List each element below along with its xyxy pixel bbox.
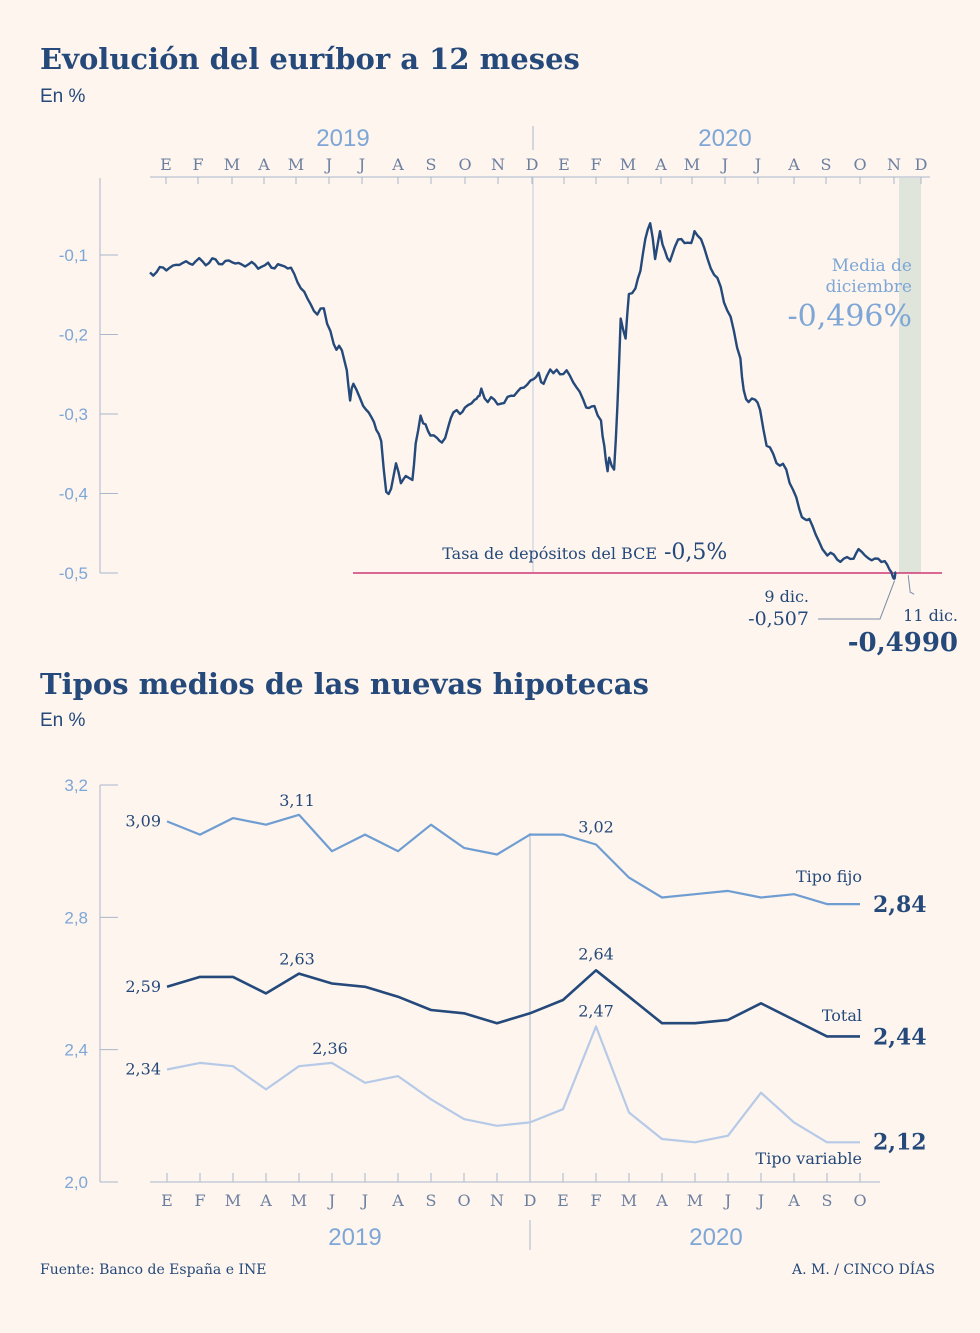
- month-label: J: [723, 1191, 731, 1210]
- source-note: Fuente: Banco de España e INE: [40, 1262, 267, 1278]
- month-label: M: [291, 1191, 307, 1210]
- month-label: J: [357, 155, 365, 174]
- month-label: F: [192, 155, 203, 174]
- final-value-total: 2,44: [873, 1024, 927, 1050]
- month-label: E: [161, 1191, 173, 1210]
- month-label: A: [787, 1191, 800, 1210]
- label-var-feb: 2,47: [578, 1002, 614, 1021]
- chart2-unit: En %: [40, 710, 86, 731]
- credit-note: A. M. / CINCO DÍAS: [791, 1262, 935, 1278]
- month-label: J: [324, 155, 332, 174]
- month-label: F: [590, 155, 601, 174]
- month-label: N: [491, 155, 505, 174]
- month-label: N: [490, 1191, 504, 1210]
- month-label: A: [654, 155, 667, 174]
- name-total: Total: [822, 1006, 862, 1025]
- label-total-feb: 2,64: [578, 944, 614, 963]
- year-label-2020: 2020: [689, 1224, 742, 1251]
- month-label: O: [458, 155, 471, 174]
- month-label: O: [853, 155, 866, 174]
- year-label-2019: 2019: [328, 1224, 381, 1251]
- month-label: O: [853, 1191, 866, 1210]
- series-tipo-fijo: [166, 813, 860, 906]
- label-fijo-feb: 3,02: [578, 818, 614, 837]
- december-highlight: [899, 178, 921, 573]
- y-tick-label: 2,8: [64, 908, 88, 927]
- month-label: D: [915, 155, 928, 174]
- label-total-may: 2,63: [279, 950, 315, 969]
- dec9-leader: [818, 580, 896, 620]
- month-label: M: [620, 155, 636, 174]
- month-label: A: [391, 1191, 404, 1210]
- media-label-line1: Media de: [832, 256, 912, 276]
- month-label: A: [257, 155, 270, 174]
- name-tipo-fijo: Tipo fijo: [796, 867, 862, 886]
- month-label: S: [426, 155, 437, 174]
- month-label: N: [887, 155, 901, 174]
- month-label: F: [590, 1191, 601, 1210]
- final-value-variable: 2,12: [873, 1129, 927, 1155]
- month-label: E: [160, 155, 172, 174]
- year-label-2020: 2020: [698, 125, 751, 152]
- y-tick-label: 2,4: [64, 1041, 88, 1060]
- label-fijo-first: 3,09: [125, 811, 161, 830]
- chart1-title: Evolución del euríbor a 12 meses: [40, 42, 580, 76]
- month-label: E: [558, 155, 570, 174]
- dec11-leader: [907, 575, 915, 595]
- media-value: -0,496%: [787, 299, 912, 334]
- month-label: D: [524, 1191, 537, 1210]
- y-tick-label: -0,4: [59, 485, 88, 504]
- media-label-line2: diciembre: [825, 277, 912, 297]
- month-label: F: [194, 1191, 205, 1210]
- month-label: M: [684, 155, 700, 174]
- series-total: [166, 968, 860, 1038]
- y-tick-label: -0,1: [59, 246, 88, 265]
- euribor-line: [149, 222, 897, 580]
- final-value-fijo: 2,84: [873, 892, 927, 918]
- dec9-value: -0,507: [748, 608, 809, 630]
- month-label: M: [224, 155, 240, 174]
- month-label: E: [557, 1191, 569, 1210]
- month-label: J: [720, 155, 728, 174]
- month-label: A: [787, 155, 800, 174]
- y-tick-label: -0,2: [59, 326, 88, 345]
- month-label: D: [526, 155, 539, 174]
- month-label: A: [391, 155, 404, 174]
- dec9-label: 9 dic.: [764, 587, 809, 606]
- y-tick-label: 3,2: [64, 776, 88, 795]
- dec11-value: -0,4990: [848, 628, 958, 658]
- month-label: O: [457, 1191, 470, 1210]
- dec11-label: 11 dic.: [903, 606, 958, 625]
- month-label: M: [225, 1191, 241, 1210]
- label-total-first: 2,59: [125, 977, 161, 996]
- month-label: J: [753, 155, 761, 174]
- month-label: S: [426, 1191, 437, 1210]
- month-label: A: [259, 1191, 272, 1210]
- month-label: J: [360, 1191, 368, 1210]
- month-label: J: [756, 1191, 764, 1210]
- month-label: S: [821, 155, 832, 174]
- label-var-jun: 2,36: [312, 1039, 348, 1058]
- series-tipo-variable: [166, 1025, 860, 1144]
- y-tick-label: 2,0: [64, 1173, 88, 1192]
- month-label: A: [655, 1191, 668, 1210]
- y-tick-label: -0,5: [59, 564, 88, 583]
- ecb-value: -0,5%: [664, 540, 727, 565]
- label-fijo-may: 3,11: [279, 791, 315, 810]
- year-label-2019: 2019: [316, 125, 369, 152]
- month-label: M: [288, 155, 304, 174]
- month-label: M: [621, 1191, 637, 1210]
- month-label: S: [822, 1191, 833, 1210]
- ecb-label: Tasa de depósitos del BCE: [442, 544, 657, 563]
- chart1-unit: En %: [40, 86, 86, 107]
- chart2-title: Tipos medios de las nuevas hipotecas: [40, 667, 649, 701]
- month-label: M: [687, 1191, 703, 1210]
- month-label: J: [327, 1191, 335, 1210]
- y-tick-label: -0,3: [59, 405, 88, 424]
- label-var-first: 2,34: [125, 1060, 161, 1079]
- name-tipo-variable: Tipo variable: [756, 1149, 862, 1168]
